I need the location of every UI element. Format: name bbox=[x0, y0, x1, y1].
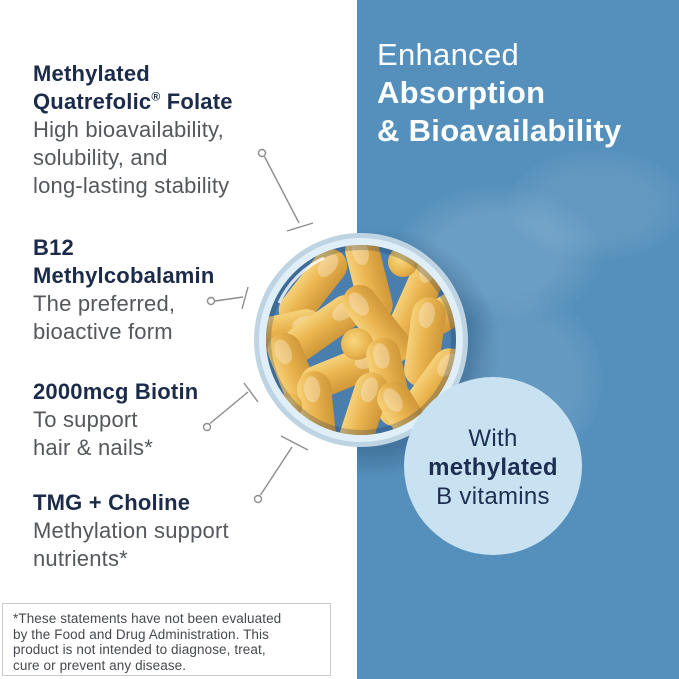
feature-folate-title: Methylated Quatrefolic® Folate bbox=[33, 60, 233, 116]
feature-biotin-title: 2000mcg Biotin bbox=[33, 379, 199, 404]
feature-folate-title-line1: Methylated bbox=[33, 61, 150, 86]
badge-line-3: B vitamins bbox=[436, 483, 550, 510]
fda-disclaimer-box: *These statements have not been evaluate… bbox=[2, 603, 331, 676]
heading-line-bioavailability: & Bioavailability bbox=[377, 113, 622, 148]
capsule-bowl-photo bbox=[254, 233, 468, 447]
callout-line-folate bbox=[257, 148, 314, 232]
right-heading: Enhanced Absorption & Bioavailability bbox=[377, 36, 622, 150]
feature-b12-desc: The preferred, bioactive form bbox=[33, 291, 176, 344]
badge-line-2: methylated bbox=[428, 454, 558, 481]
feature-tmg-choline-title: TMG + Choline bbox=[33, 490, 191, 515]
heading-line-absorption: Absorption bbox=[377, 75, 546, 110]
feature-biotin: 2000mcg Biotin To support hair & nails* bbox=[33, 378, 198, 462]
methylated-b-vitamins-badge: With methylated B vitamins bbox=[404, 377, 582, 555]
feature-folate-title-line2: Quatrefolic® Folate bbox=[33, 89, 233, 114]
feature-folate-desc: High bioavailability, solubility, and lo… bbox=[33, 117, 230, 198]
feature-folate: Methylated Quatrefolic® Folate High bioa… bbox=[33, 60, 233, 200]
feature-b12-title: B12 Methylcobalamin bbox=[33, 235, 215, 288]
heading-line-enhanced: Enhanced bbox=[377, 37, 520, 72]
feature-b12: B12 Methylcobalamin The preferred, bioac… bbox=[33, 234, 214, 346]
feature-biotin-desc: To support hair & nails* bbox=[33, 407, 153, 460]
registered-trademark-symbol: ® bbox=[151, 89, 161, 104]
feature-tmg-choline-desc: Methylation support nutrients* bbox=[33, 518, 229, 571]
feature-tmg-choline: TMG + Choline Methylation support nutrie… bbox=[33, 489, 229, 573]
badge-line-1: With bbox=[468, 425, 518, 452]
glass-highlight bbox=[277, 256, 325, 304]
callout-line-biotin bbox=[202, 382, 259, 432]
water-reflection-highlight bbox=[507, 150, 679, 260]
